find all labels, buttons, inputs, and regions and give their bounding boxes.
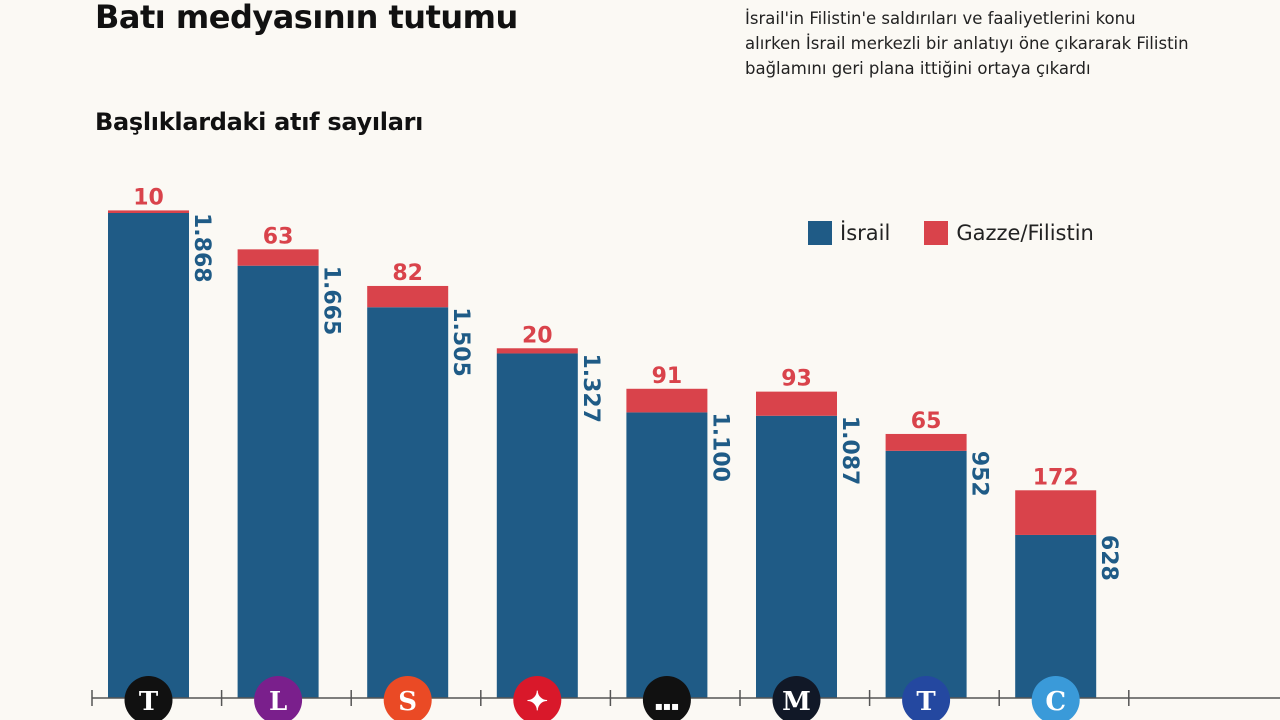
legend-label: İsrail xyxy=(840,221,891,245)
data-label-israil: 628 xyxy=(1096,535,1121,581)
data-label-gazze-filistin: 63 xyxy=(263,224,294,249)
bar-israil xyxy=(496,353,578,698)
newspaper-logo-c-glyph: C xyxy=(1045,687,1066,717)
bar-israil xyxy=(885,450,967,698)
data-label-gazze-filistin: 172 xyxy=(1033,465,1079,490)
newspaper-logo-l xyxy=(254,676,303,720)
chart-title: Başlıklardaki atıf sayıları xyxy=(95,108,424,136)
bar-israil xyxy=(367,307,449,698)
data-label-gazze-filistin: 10 xyxy=(133,185,164,210)
newspaper-logo-c xyxy=(1031,676,1080,720)
data-label-gazze-filistin: 65 xyxy=(911,409,942,434)
legend-label: Gazze/Filistin xyxy=(956,221,1094,245)
newspaper-logo-l-glyph: L xyxy=(269,687,287,717)
newspaper-logo-gothic-t-glyph: T xyxy=(139,687,159,717)
bar-gazze-filistin xyxy=(237,249,319,266)
bar-israil xyxy=(108,213,189,698)
bar-gazze-filistin xyxy=(367,285,449,308)
newspaper-logo-m-glyph: M xyxy=(782,687,811,717)
bar-israil xyxy=(1015,534,1097,698)
bar-gazze-filistin xyxy=(1015,490,1097,535)
bar-gazze-filistin xyxy=(108,210,189,213)
maple-leaf-logo xyxy=(513,676,562,720)
data-label-israil: 1.505 xyxy=(448,307,473,377)
newspaper-logo-m xyxy=(772,676,821,720)
bar-israil xyxy=(237,265,319,698)
bbc-logo-glyph: ▪▪▪ xyxy=(655,699,679,713)
data-label-israil: 1.868 xyxy=(189,213,214,283)
bar-israil xyxy=(626,412,708,698)
maple-leaf-logo-glyph: ✦ xyxy=(526,687,548,717)
data-label-israil: 1.100 xyxy=(707,412,732,482)
data-label-gazze-filistin: 93 xyxy=(781,367,812,392)
data-label-gazze-filistin: 82 xyxy=(392,261,423,286)
bar-gazze-filistin xyxy=(756,391,837,416)
legend-item-israil: İsrail xyxy=(808,221,890,245)
bar-gazze-filistin xyxy=(496,348,578,354)
bar-israil xyxy=(756,415,837,698)
newspaper-logo-blue-t xyxy=(902,676,951,720)
newspaper-logo-blue-t-glyph: T xyxy=(916,687,936,717)
data-label-israil: 1.087 xyxy=(837,416,862,486)
bar-gazze-filistin xyxy=(885,433,967,451)
bar-gazze-filistin xyxy=(626,388,708,413)
legend: İsrail Gazze/Filistin xyxy=(808,221,1128,245)
newspaper-logo-gothic-t xyxy=(124,676,173,720)
data-label-israil: 1.327 xyxy=(578,353,603,423)
data-label-gazze-filistin: 91 xyxy=(652,364,683,389)
page-title: Batı medyasının tutumu xyxy=(95,0,518,36)
newspaper-logo-s xyxy=(383,676,432,720)
data-label-israil: 1.665 xyxy=(319,266,344,336)
legend-item-gazze: Gazze/Filistin xyxy=(924,221,1094,245)
newspaper-logo-s-glyph: S xyxy=(398,687,417,717)
data-label-israil: 952 xyxy=(967,451,992,497)
data-label-gazze-filistin: 20 xyxy=(522,323,553,348)
description-note: İsrail'in Filistin'e saldırıları ve faal… xyxy=(745,9,1189,78)
bbc-logo xyxy=(642,676,691,720)
legend-swatch-gazze xyxy=(924,221,949,245)
legend-swatch-israil xyxy=(808,221,832,245)
